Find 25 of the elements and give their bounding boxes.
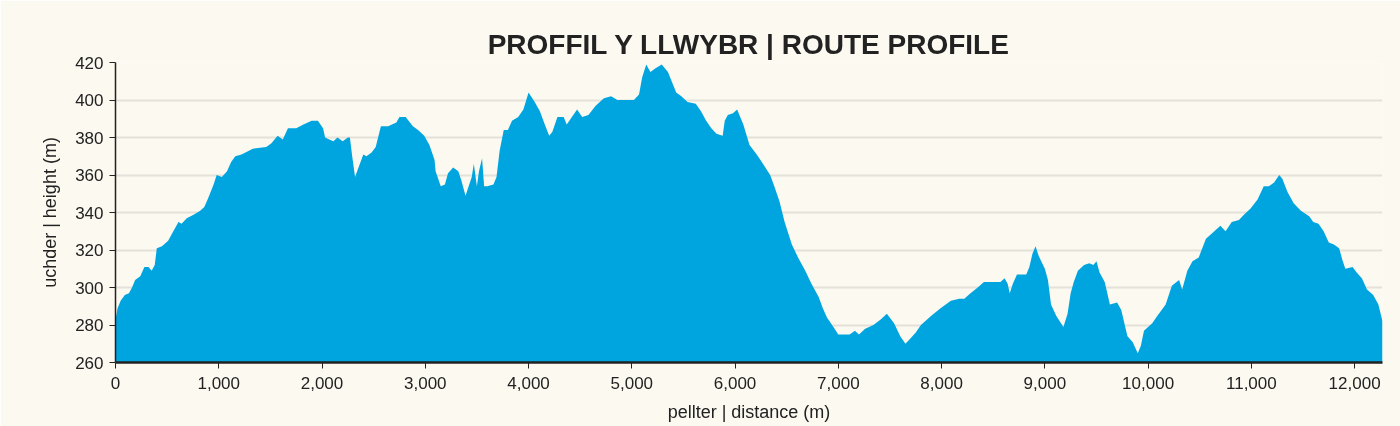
y-axis-title: uchder | height (m) <box>40 137 61 288</box>
x-tick-label: 9,000 <box>1023 373 1067 393</box>
y-tick-label: 320 <box>75 241 104 260</box>
y-tick-label: 300 <box>75 278 104 298</box>
chart-title: PROFFIL Y LLWYBR | ROUTE PROFILE <box>487 28 1009 60</box>
y-tick-label: 260 <box>75 353 104 373</box>
x-tick-label: 7,000 <box>817 373 860 393</box>
x-tick-label: 8,000 <box>920 373 963 393</box>
x-tick-label: 0 <box>110 373 121 393</box>
x-tick-label: 3,000 <box>404 373 447 393</box>
x-axis-title: pellter | distance (m) <box>667 401 831 422</box>
y-tick-label: 340 <box>75 203 104 223</box>
x-tick-label: 10,000 <box>1122 373 1175 393</box>
x-tick-label: 11,000 <box>1225 373 1277 393</box>
x-tick-label: 5,000 <box>610 373 654 393</box>
y-tick-label: 360 <box>75 166 104 185</box>
y-tick-label: 280 <box>75 316 104 335</box>
x-tick-label: 6,000 <box>713 373 757 393</box>
y-tick-label: 380 <box>75 128 104 148</box>
x-tick-label: 1,000 <box>197 373 241 393</box>
y-tick-label: 420 <box>75 53 104 73</box>
x-tick-label: 4,000 <box>507 373 550 393</box>
y-tick-label: 400 <box>75 91 104 110</box>
x-tick-label: 2,000 <box>300 373 344 393</box>
x-tick-label: 12,000 <box>1328 373 1381 393</box>
